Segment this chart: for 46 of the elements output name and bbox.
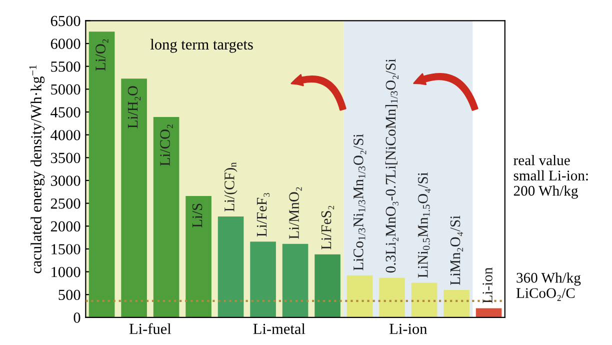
annotation: long term targets bbox=[150, 38, 253, 53]
y-axis-title: caculated energy density/Wh·kg$^{−1}$ bbox=[29, 65, 45, 274]
ref-line-label: 360 Wh/kg LiCoO₂/C bbox=[516, 272, 581, 301]
x-tick-label: Li/O₂ bbox=[96, 39, 108, 71]
x-tick-label: Li/MnO₂ bbox=[289, 187, 302, 239]
y-tick-label: 6000 bbox=[50, 38, 80, 49]
bar bbox=[186, 196, 212, 318]
text: real value small Li-ion: 200 Wh/kg bbox=[514, 154, 588, 199]
bar bbox=[346, 275, 373, 318]
y-tick-label: 1500 bbox=[52, 244, 80, 254]
x-tick-label: LiNi$_{0.5}$Mn$_{1.5}$O₄/Si bbox=[418, 172, 431, 278]
bar bbox=[411, 282, 438, 318]
x-tick-label: Li/H₂O bbox=[128, 86, 141, 128]
x-tick-label: Li/(CF)$_{n}$ bbox=[224, 162, 238, 212]
y-tick-label: 2000 bbox=[50, 221, 80, 232]
x-tick-label: LiCo$_{1/3}$Ni$_{1/3}$Mn$_{1/3}$O₂/Si bbox=[354, 134, 366, 270]
y-tick-label: 2500 bbox=[50, 198, 80, 209]
bar bbox=[282, 244, 308, 318]
bar bbox=[218, 216, 244, 318]
x-tick-label: Li/CO₂ bbox=[160, 124, 173, 166]
y-tick-label: 3500 bbox=[50, 152, 80, 164]
x-tick-label: Li/S bbox=[192, 204, 202, 228]
bar bbox=[250, 242, 276, 318]
y-tick-label: 1000 bbox=[52, 266, 80, 278]
y-tick-label: 4000 bbox=[50, 130, 80, 140]
x-tick-label: Li/FeS₂ bbox=[321, 206, 334, 250]
bar bbox=[444, 290, 470, 318]
x-tick-label: Li/FeF₃ bbox=[256, 193, 270, 237]
y-tick-label: 6500 bbox=[50, 16, 80, 26]
y-tick-label: 3000 bbox=[50, 176, 80, 186]
y-tick-label: 5000 bbox=[51, 84, 80, 95]
bar bbox=[121, 78, 147, 318]
bar bbox=[153, 117, 180, 318]
text: Li-ion bbox=[390, 324, 428, 334]
y-tick-label: 4500 bbox=[50, 107, 80, 118]
x-tick-label: LiMn₂O₄/Si bbox=[450, 216, 464, 286]
bar bbox=[314, 254, 340, 318]
y-tick-label: 0 bbox=[74, 312, 80, 323]
text: Li-metal bbox=[253, 323, 306, 334]
bar bbox=[88, 32, 115, 318]
bar bbox=[379, 278, 405, 318]
bar bbox=[476, 308, 502, 318]
text: Li-fuel bbox=[129, 323, 172, 334]
y-tick-label: 5500 bbox=[51, 61, 80, 72]
x-tick-label: 0.3Li₂MnO₃-0.7Li[NiCoMn]$_{1/3}$O₂/Si bbox=[385, 58, 398, 273]
y-tick-label: 500 bbox=[58, 290, 80, 300]
